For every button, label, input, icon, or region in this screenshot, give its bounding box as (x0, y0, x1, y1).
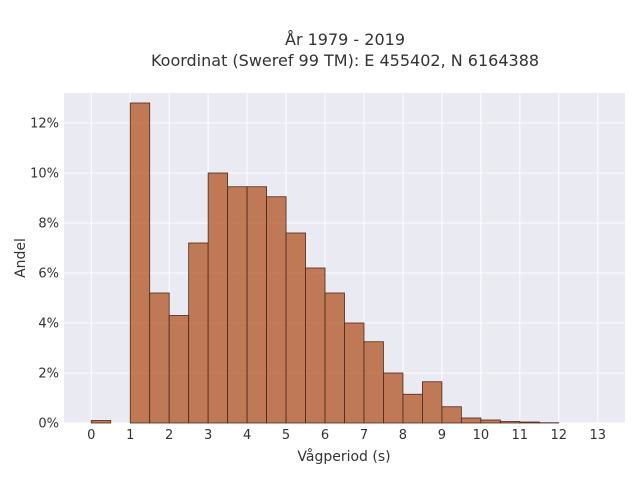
histogram-bar (499, 421, 521, 424)
x-tick-label: 10 (473, 428, 490, 443)
x-tick-label: 0 (87, 428, 95, 443)
histogram-bar (129, 102, 151, 424)
histogram-bar (246, 186, 267, 424)
y-tick-label: 0% (38, 417, 59, 432)
y-tick-label: 2% (38, 367, 59, 382)
histogram-bar (266, 196, 287, 424)
histogram-bar (227, 186, 248, 424)
histogram-bar (324, 292, 345, 424)
x-tick-label: 1 (126, 428, 134, 443)
x-tick-label: 4 (243, 428, 251, 443)
x-tick-label: 3 (204, 428, 212, 443)
y-tick-label: 8% (38, 217, 59, 232)
x-tick-label: 6 (321, 428, 329, 443)
histogram-bar (90, 420, 112, 424)
x-tick-label: 11 (512, 428, 529, 443)
y-tick-label: 12% (30, 117, 59, 132)
x-tick-label: 2 (165, 428, 173, 443)
histogram-bar (422, 381, 443, 424)
histogram-bar (188, 242, 209, 424)
chart-title-line-1: År 1979 - 2019 (285, 30, 405, 49)
y-axis-ticks: 0% 2% 4% 6% 8% 10% 12% (30, 117, 59, 432)
histogram-bars (90, 102, 560, 424)
x-tick-label: 7 (360, 428, 368, 443)
histogram-bar (207, 172, 229, 424)
x-axis-ticks: 0 1 2 3 4 5 6 7 8 9 10 11 12 13 (87, 428, 606, 443)
histogram-bar (344, 322, 365, 424)
x-tick-label: 12 (550, 428, 567, 443)
chart-title-line-2: Koordinat (Sweref 99 TM): E 455402, N 61… (151, 51, 539, 70)
x-tick-label: 8 (399, 428, 407, 443)
histogram-bar (363, 341, 384, 424)
histogram-bar (480, 419, 501, 424)
histogram-bar (305, 267, 326, 424)
histogram-bar (383, 372, 404, 424)
x-tick-label: 13 (589, 428, 606, 443)
histogram-bar (519, 421, 540, 424)
y-axis-label: Andel (13, 238, 29, 278)
histogram-bar (149, 292, 170, 424)
histogram-bar (402, 393, 423, 424)
y-tick-label: 6% (38, 267, 59, 282)
histogram-bar (168, 315, 190, 424)
x-tick-label: 5 (282, 428, 290, 443)
histogram-bar (460, 417, 482, 424)
y-tick-label: 10% (30, 167, 59, 182)
y-tick-label: 4% (38, 317, 59, 332)
x-tick-label: 9 (438, 428, 446, 443)
histogram-bar (285, 232, 306, 424)
histogram-bar (441, 406, 462, 424)
x-axis-label: Vågperiod (s) (297, 448, 390, 465)
